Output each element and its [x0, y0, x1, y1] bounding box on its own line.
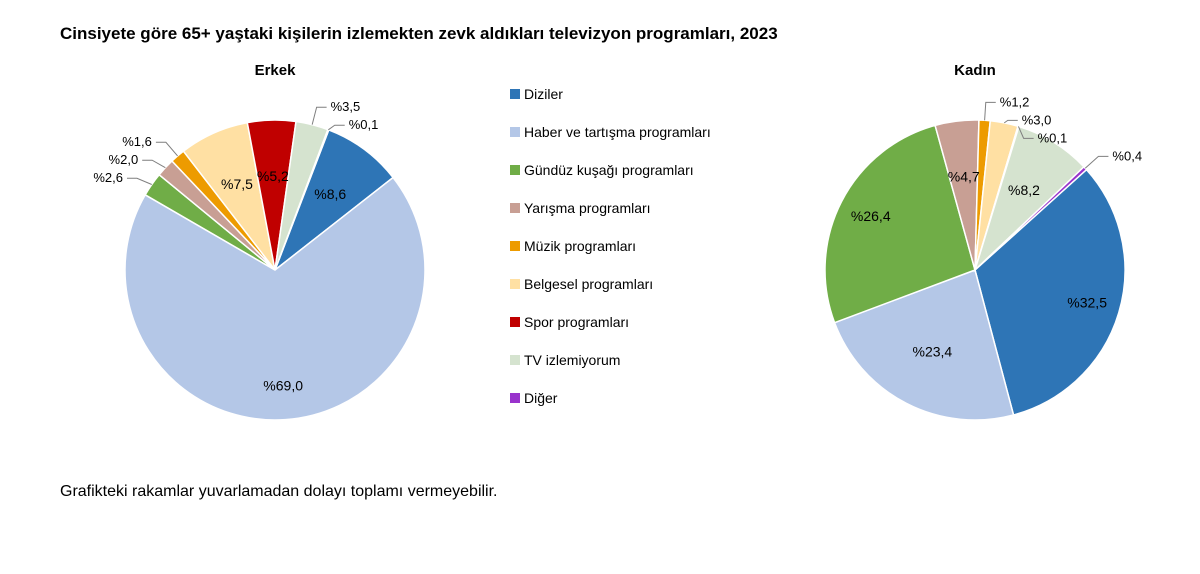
pie-chart-erkek: %2,6 %2,0 %1,6 %3,5 %0,1 %8,6 %69,0 %7,5%5,2 — [60, 85, 490, 465]
slice-label: %3,0 — [1022, 112, 1052, 127]
footnote: Grafikteki rakamlar yuvarlamadan dolayı … — [60, 483, 1160, 501]
chart-block-kadin: Kadın %1,2 %3,0 %0,1 %0,4 %32,5 %23,4 %26,4 %4,… — [760, 62, 1190, 465]
slice-label: %3,5 — [331, 99, 361, 114]
slice-label: %8,2 — [1008, 182, 1040, 198]
legend-item: Spor programları — [510, 314, 740, 330]
leader-line — [1004, 120, 1018, 123]
page: Cinsiyete göre 65+ yaştaki kişilerin izl… — [0, 0, 1200, 574]
legend-swatch — [510, 165, 520, 175]
legend-label: Spor programları — [524, 314, 629, 330]
leader-line — [312, 107, 326, 124]
legend-label: Diğer — [524, 390, 557, 406]
legend-item: Diğer — [510, 390, 740, 406]
legend-swatch — [510, 89, 520, 99]
slice-label: %32,5 — [1067, 294, 1107, 310]
legend-swatch — [510, 393, 520, 403]
legend-swatch — [510, 203, 520, 213]
page-title: Cinsiyete göre 65+ yaştaki kişilerin izl… — [60, 24, 1160, 44]
pie-chart-kadin: %1,2 %3,0 %0,1 %0,4 %32,5 %23,4 %26,4 %4,7 %8,2 — [760, 85, 1190, 465]
slice-label: %1,2 — [1000, 94, 1030, 109]
legend-swatch — [510, 317, 520, 327]
legend-label: Haber ve tartışma programları — [524, 124, 711, 140]
slice-label: %1,6 — [122, 134, 152, 149]
legend-swatch — [510, 127, 520, 137]
leader-line — [1085, 156, 1108, 168]
legend-label: Diziler — [524, 86, 563, 102]
slice-label: %0,1 — [1038, 130, 1068, 145]
legend-swatch — [510, 355, 520, 365]
leader-line — [127, 178, 152, 184]
legend-item: Diziler — [510, 86, 740, 102]
charts-row: Erkek %2,6 %2,0 %1,6 %3,5 %0,1 %8,6 %69,0 %7,5%… — [60, 62, 1160, 465]
leader-line — [156, 142, 178, 156]
legend-label: TV izlemiyorum — [524, 352, 620, 368]
legend-item: Haber ve tartışma programları — [510, 124, 740, 140]
legend-label: Gündüz kuşağı programları — [524, 162, 694, 178]
legend-label: Yarışma programları — [524, 200, 651, 216]
legend-item: Gündüz kuşağı programları — [510, 162, 740, 178]
slice-label: %2,0 — [109, 152, 139, 167]
slice-label: %0,1 — [349, 117, 379, 132]
leader-line — [142, 160, 165, 167]
chart-block-erkek: Erkek %2,6 %2,0 %1,6 %3,5 %0,1 %8,6 %69,0 %7,5%… — [60, 62, 490, 465]
slice-label: %8,6 — [314, 186, 346, 202]
legend-item: Belgesel programları — [510, 276, 740, 292]
slice-label: %23,4 — [913, 344, 953, 360]
legend-item: TV izlemiyorum — [510, 352, 740, 368]
legend: Diziler Haber ve tartışma programları Günd… — [510, 62, 740, 406]
legend-label: Belgesel programları — [524, 276, 653, 292]
legend-swatch — [510, 241, 520, 251]
slice-label: %2,6 — [93, 170, 123, 185]
chart-title-erkek: Erkek — [255, 62, 296, 79]
chart-title-kadin: Kadın — [954, 62, 996, 79]
slice-label: %7,5 — [221, 176, 253, 192]
legend-item: Yarışma programları — [510, 200, 740, 216]
legend-item: Müzik programları — [510, 238, 740, 254]
legend-label: Müzik programları — [524, 238, 636, 254]
leader-line — [328, 125, 344, 130]
slice-label: %26,4 — [851, 208, 891, 224]
slice-label: %5,2 — [257, 168, 289, 184]
leader-line — [985, 102, 996, 120]
slice-label: %69,0 — [263, 378, 303, 394]
legend-swatch — [510, 279, 520, 289]
slice-label: %4,7 — [948, 169, 980, 185]
slice-label: %0,4 — [1112, 148, 1142, 163]
